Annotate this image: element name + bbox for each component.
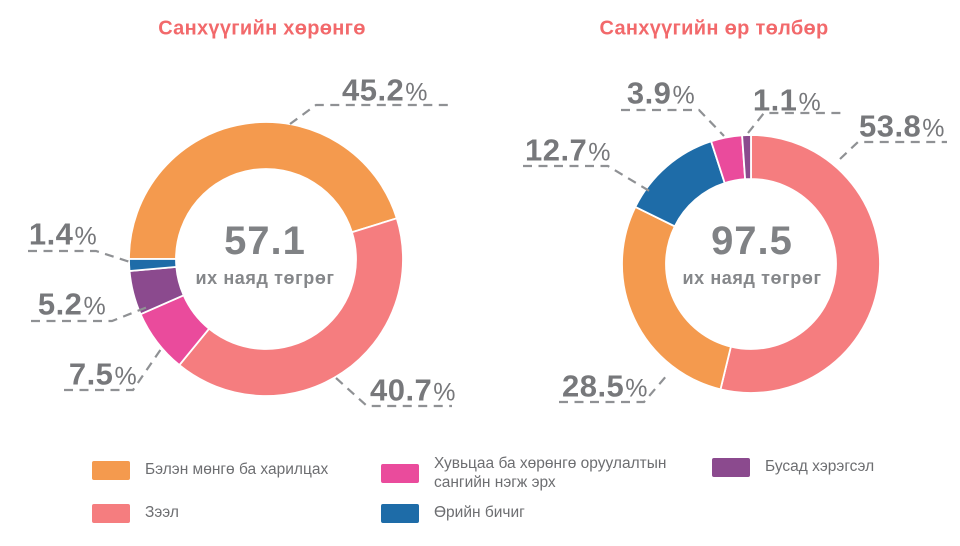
right-donut-center-text: 97.5 их наяд төгрөг — [682, 221, 821, 289]
label-leader-line — [28, 249, 131, 264]
legend-label: Зээл — [145, 504, 179, 522]
legend-label: Бусад хэрэгсэл — [765, 458, 875, 476]
donut-segment — [178, 217, 404, 397]
legend-label: Өрийн бичиг — [434, 504, 525, 522]
donut-chart-0 — [28, 103, 452, 408]
legend-swatch-pink — [381, 464, 419, 484]
donut-segment — [741, 134, 752, 181]
left-chart-title: Санхүүгийн хөрөнгө — [158, 17, 366, 40]
label-leader-line — [31, 304, 151, 323]
label-leader-line — [621, 108, 725, 137]
label-leader-line — [289, 103, 450, 125]
label-leader-line — [335, 377, 452, 408]
label-leader-line — [559, 373, 669, 404]
legend-swatch-blue — [381, 504, 419, 523]
legend-item-cash: Бэлэн мөнгө ба харилцах — [92, 461, 328, 480]
legend-swatch-salmon — [92, 504, 130, 523]
label-leader-line — [839, 140, 947, 160]
legend-item-debt-securities: Өрийн бичиг — [381, 504, 525, 523]
right-center-unit: их наяд төгрөг — [682, 268, 822, 288]
legend-label: Хувьцаа ба хөрөнгө оруулалтын сангийн нэ… — [434, 455, 667, 491]
label-leader-line — [747, 111, 846, 134]
donut-segment — [719, 134, 881, 394]
left-center-unit: их наяд төгрөг — [195, 268, 335, 288]
donut-segment — [621, 205, 732, 391]
right-center-value: 97.5 — [711, 219, 793, 263]
legend-label: Бэлэн мөнгө ба харилцах — [145, 461, 329, 479]
donut-chart-1 — [523, 108, 947, 404]
donut-segment — [128, 258, 178, 273]
label-leader-line — [64, 348, 162, 392]
legend-item-other: Бусад хэрэгсэл — [712, 458, 874, 477]
legend-item-shares: Хувьцаа ба хөрөнгө оруулалтын сангийн нэ… — [381, 455, 681, 492]
legend-swatch-orange — [92, 461, 130, 480]
label-leader-line — [523, 164, 652, 193]
legend-swatch-purple — [712, 458, 750, 477]
left-donut-center-text: 57.1 их наяд төгрөг — [195, 221, 334, 289]
donut-segment — [128, 121, 398, 260]
right-chart-title: Санхүүгийн өр төлбөр — [599, 17, 829, 40]
legend-item-loans: Зээл — [92, 504, 179, 523]
left-center-value: 57.1 — [224, 219, 306, 263]
